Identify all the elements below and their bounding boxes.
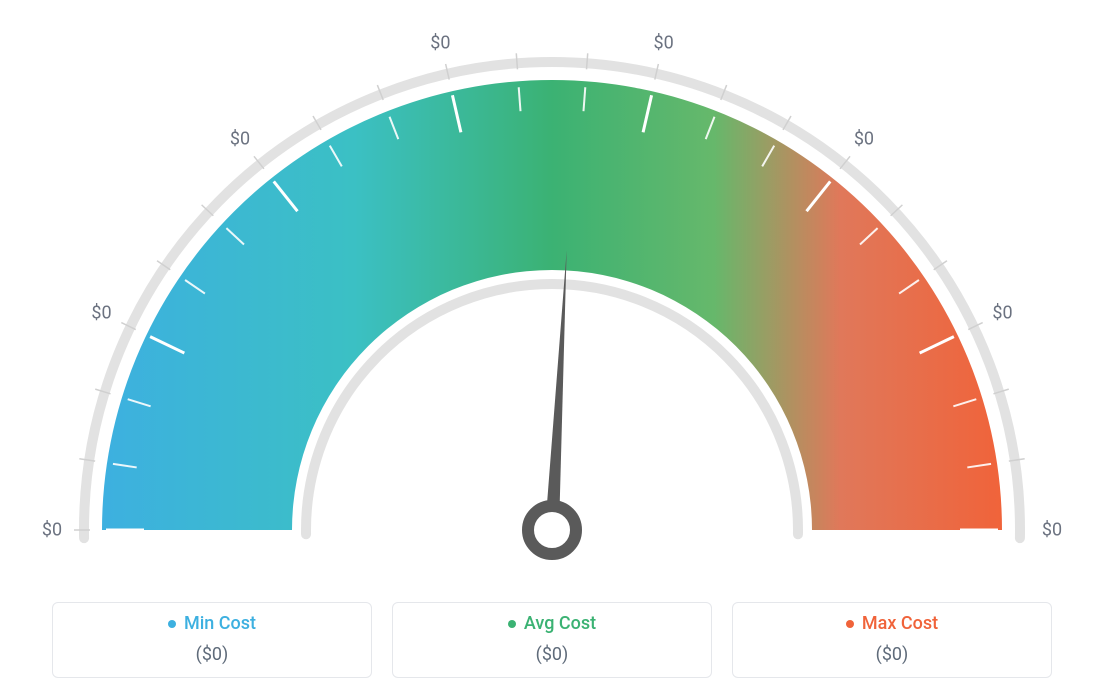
gauge-tick-label: $0: [430, 32, 450, 53]
legend-avg-dot: [508, 620, 516, 628]
legend-min-card: Min Cost ($0): [52, 602, 372, 679]
legend-min-label: Min Cost: [184, 613, 256, 634]
legend-max-dot: [846, 620, 854, 628]
legend-max-label: Max Cost: [862, 613, 938, 634]
gauge-tick-label: $0: [42, 520, 62, 541]
gauge-tick-label: $0: [654, 32, 674, 53]
legend-max-title: Max Cost: [846, 613, 938, 634]
gauge-tick-label: $0: [1042, 520, 1062, 541]
legend-avg-value: ($0): [409, 644, 695, 665]
legend-avg-label: Avg Cost: [524, 613, 596, 634]
gauge-tick-label: $0: [91, 303, 111, 324]
legend-min-value: ($0): [69, 644, 355, 665]
legend-avg-card: Avg Cost ($0): [392, 602, 712, 679]
legend-max-card: Max Cost ($0): [732, 602, 1052, 679]
gauge: $0 $0 $0 $0 $0 $0 $0 $0: [42, 20, 1062, 580]
gauge-tick-label: $0: [992, 303, 1012, 324]
legend-max-value: ($0): [749, 644, 1035, 665]
gauge-chart-container: $0 $0 $0 $0 $0 $0 $0 $0 Min Cost ($0) Avg Cost …: [0, 0, 1104, 690]
gauge-svg: [42, 20, 1062, 580]
legend-avg-title: Avg Cost: [508, 613, 596, 634]
gauge-tick-label: $0: [230, 129, 250, 150]
gauge-tick-label: $0: [854, 129, 874, 150]
legend-min-title: Min Cost: [168, 613, 256, 634]
legend-min-dot: [168, 620, 176, 628]
legend: Min Cost ($0) Avg Cost ($0) Max Cost ($0…: [52, 602, 1052, 679]
